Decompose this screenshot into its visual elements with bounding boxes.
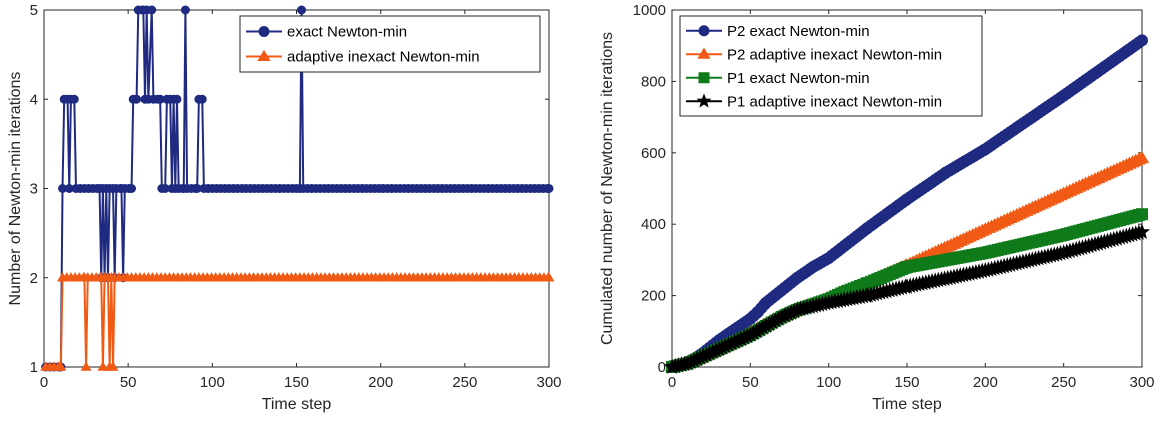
series-3 — [663, 223, 1151, 374]
data-point — [544, 184, 554, 193]
y-tick-label: 800 — [641, 73, 666, 90]
legend-entry: exact Newton-min — [287, 24, 407, 41]
left-chart: 0 50 100 150 200 250 300 1 2 3 4 5 Time step Number o… — [7, 2, 562, 413]
x-tick-label: 150 — [284, 374, 309, 391]
legend-swatch-marker — [698, 72, 710, 84]
data-point — [1136, 34, 1148, 47]
legend-swatch-marker — [258, 26, 270, 37]
y-tick-label: 3 — [30, 181, 38, 198]
x-axis-label: Time step — [262, 396, 332, 413]
legend-swatch-marker — [696, 93, 712, 108]
x-tick-label: 100 — [200, 374, 225, 391]
x-tick-label: 0 — [40, 374, 48, 391]
legend-box — [679, 15, 983, 117]
y-tick-label: 1 — [30, 359, 38, 376]
x-tick-label: 300 — [1129, 374, 1154, 391]
legend-entry: P1 exact Newton-min — [727, 70, 870, 87]
data-point — [1134, 150, 1150, 164]
x-tick-label: 250 — [1051, 374, 1076, 391]
series-0 — [666, 34, 1148, 373]
data-point — [107, 361, 119, 371]
legend-box — [239, 15, 541, 73]
y-tick-label: 600 — [641, 145, 666, 162]
legend-swatch-marker — [697, 47, 711, 59]
legend: P2 exact Newton-min P2 adaptive inexact N… — [679, 15, 983, 117]
y-axis-label: Cumulated number of Newton-min iteration… — [599, 32, 616, 345]
legend-entry: P1 adaptive inexact Newton-min — [727, 93, 942, 110]
series-0 — [41, 5, 554, 372]
y-tick-label: 200 — [641, 288, 666, 305]
legend: exact Newton-min adaptive inexact Newton-… — [239, 15, 541, 73]
y-tick-label: 2 — [30, 270, 38, 287]
x-axis-label: Time step — [872, 396, 942, 413]
right-chart: 0 50 100 150 200 250 300 0 200 400 600 800 1000 Time … — [599, 2, 1155, 413]
data-point — [197, 94, 207, 104]
x-tick-label: 300 — [536, 374, 561, 391]
x-tick-label: 50 — [120, 374, 137, 391]
y-axis-label: Number of Newton-min iterations — [7, 72, 24, 306]
x-tick-label: 50 — [742, 374, 759, 391]
legend-entry: P2 adaptive inexact Newton-min — [727, 46, 942, 63]
data-point — [55, 361, 67, 371]
y-tick-label: 4 — [30, 91, 38, 108]
data-point — [180, 5, 190, 15]
data-point — [97, 361, 109, 371]
legend-swatch-marker — [698, 25, 710, 37]
x-tick-label: 150 — [894, 374, 919, 391]
data-point — [132, 94, 142, 104]
data-point — [80, 361, 92, 371]
y-tick-label: 1000 — [633, 2, 666, 19]
legend-swatch-marker — [257, 49, 271, 62]
y-tick-label: 400 — [641, 216, 666, 233]
data-point — [69, 94, 79, 104]
y-tick-label: 5 — [30, 2, 38, 19]
x-tick-label: 0 — [668, 374, 676, 391]
data-point — [127, 184, 137, 193]
series-1 — [40, 272, 555, 371]
x-tick-label: 250 — [452, 374, 477, 391]
data-point — [172, 94, 182, 104]
data-point — [147, 5, 157, 15]
x-tick-label: 100 — [816, 374, 841, 391]
legend-entry: P2 exact Newton-min — [727, 23, 870, 40]
y-tick-label: 0 — [658, 359, 666, 376]
x-tick-label: 200 — [368, 374, 393, 391]
x-tick-label: 200 — [973, 374, 998, 391]
data-point — [297, 5, 307, 15]
data-point — [1133, 223, 1151, 239]
data-point — [1136, 208, 1148, 221]
data-point — [543, 272, 555, 282]
legend-entry: adaptive inexact Newton-min — [287, 49, 480, 66]
